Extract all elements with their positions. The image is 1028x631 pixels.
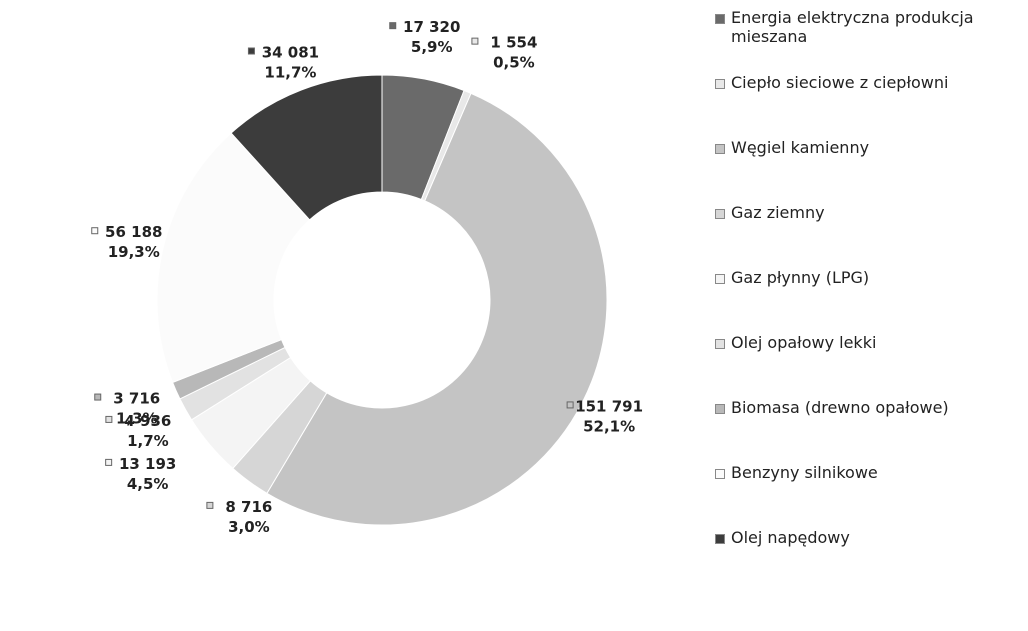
slice <box>156 132 311 384</box>
label-swatch <box>247 47 255 55</box>
value-label: 34 081 <box>262 44 319 62</box>
percent-label: 52,1% <box>583 417 635 435</box>
legend-label: Gaz ziemny <box>731 203 825 222</box>
percent-label: 0,5% <box>493 54 535 72</box>
value-label: 3 716 <box>113 390 160 408</box>
legend-swatch <box>715 14 725 24</box>
legend-label: Olej opałowy lekki <box>731 333 877 352</box>
percent-label: 1,7% <box>127 432 169 450</box>
percent-label: 11,7% <box>264 64 316 82</box>
percent-label: 4,5% <box>127 475 169 493</box>
label-swatch <box>105 458 113 466</box>
legend-item: Biomasa (drewno opałowe) <box>715 398 1025 463</box>
slice <box>266 92 608 526</box>
legend-label: Węgiel kamienny <box>731 138 870 157</box>
legend-swatch <box>715 144 725 154</box>
legend-label: Gaz płynny (LPG) <box>731 268 870 287</box>
legend-label: Olej napędowy <box>731 528 850 547</box>
label-swatch <box>206 501 214 509</box>
value-label: 8 716 <box>225 498 272 516</box>
legend: Energia elektryczna produkcja mieszana Ci… <box>715 8 1025 593</box>
label-swatch <box>91 227 99 235</box>
legend-item: Gaz ziemny <box>715 203 1025 268</box>
percent-label: 3,0% <box>228 518 270 536</box>
value-label: 4 936 <box>124 412 171 430</box>
value-label: 151 791 <box>575 397 643 415</box>
value-label: 17 320 <box>403 18 460 36</box>
chart: 17 320 5,9% 1 554 0,5% 151 791 52,1% 8 716 3,0%… <box>91 18 643 536</box>
legend-swatch <box>715 339 725 349</box>
legend-swatch <box>715 404 725 414</box>
percent-label: 1,3% <box>116 410 158 428</box>
label-swatch <box>94 393 102 401</box>
legend-swatch <box>715 469 725 479</box>
legend-label: Ciepło sieciowe z ciepłowni <box>731 73 949 92</box>
legend-swatch <box>715 209 725 219</box>
legend-item: Benzyny silnikowe <box>715 463 1025 528</box>
label-swatch <box>471 37 479 45</box>
percent-label: 5,9% <box>411 38 453 56</box>
value-label: 13 193 <box>119 455 176 473</box>
label-swatch <box>105 415 113 423</box>
percent-label: 19,3% <box>108 243 160 261</box>
legend-label: Biomasa (drewno opałowe) <box>731 398 949 417</box>
slice <box>230 74 383 221</box>
label-swatch <box>389 22 397 30</box>
label-swatch <box>566 401 574 409</box>
legend-item: Gaz płynny (LPG) <box>715 268 1025 333</box>
legend-item: Olej opałowy lekki <box>715 333 1025 398</box>
value-label: 56 188 <box>105 223 162 241</box>
legend-item: Węgiel kamienny <box>715 138 1025 203</box>
legend-swatch <box>715 534 725 544</box>
legend-swatch <box>715 79 725 89</box>
legend-item: Ciepło sieciowe z ciepłowni <box>715 73 1025 138</box>
legend-label: Energia elektryczna produkcja mieszana <box>731 8 974 46</box>
legend-item: Energia elektryczna produkcja mieszana <box>715 8 1025 73</box>
legend-item: Olej napędowy <box>715 528 1025 593</box>
legend-swatch <box>715 274 725 284</box>
value-label: 1 554 <box>490 34 537 52</box>
legend-label: Benzyny silnikowe <box>731 463 878 482</box>
